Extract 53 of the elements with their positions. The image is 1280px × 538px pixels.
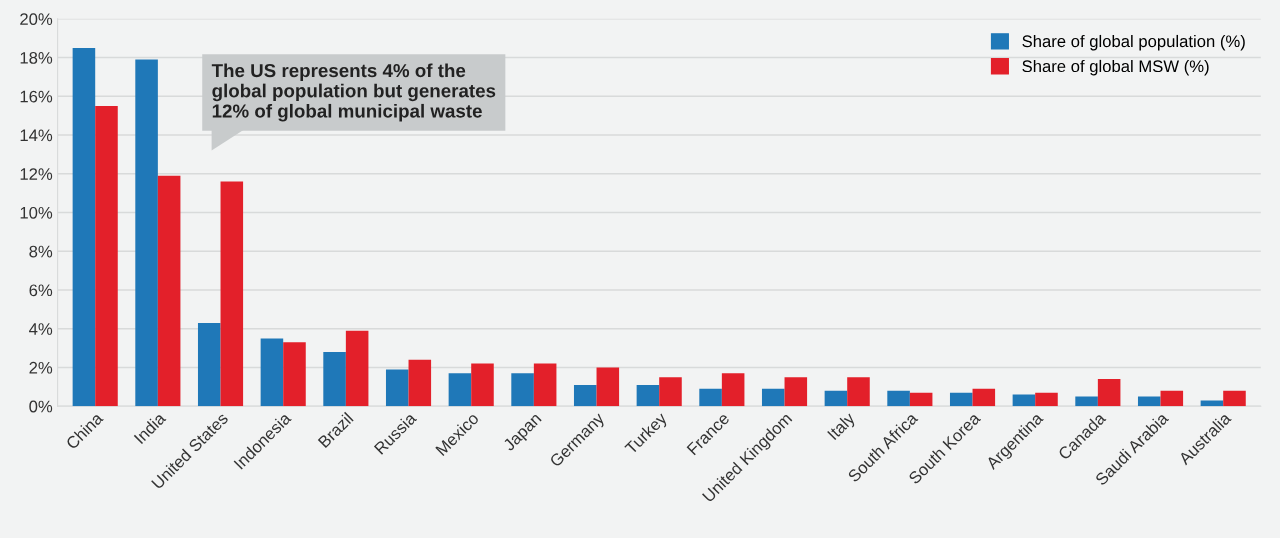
y-tick-label: 20%: [20, 13, 53, 26]
y-tick-label: 4%: [29, 323, 53, 335]
bar: [385, 369, 409, 407]
bar: [323, 351, 346, 407]
bar: [345, 330, 369, 407]
y-tick-label: 0%: [29, 400, 53, 413]
bar: [135, 59, 158, 407]
bar: [721, 373, 745, 407]
bar: [1035, 392, 1058, 407]
bar: [95, 105, 118, 407]
bar: [408, 359, 432, 407]
bar: [596, 367, 620, 407]
bar: [1075, 396, 1098, 407]
legend-label: Share of global population (%): [1022, 34, 1245, 51]
bar: [448, 373, 472, 407]
bar: [659, 377, 682, 407]
bar: [533, 363, 557, 407]
bar: [1160, 390, 1184, 407]
bar: [949, 392, 973, 407]
y-tick-label: 8%: [29, 245, 53, 258]
bar: [1097, 379, 1121, 407]
y-tick-label: 16%: [20, 90, 53, 103]
bar: [1137, 396, 1161, 407]
y-tick-label: 6%: [29, 284, 53, 297]
bar: [761, 388, 785, 407]
y-tick-label: 14%: [20, 129, 53, 142]
bar: [511, 373, 534, 407]
bar: [197, 322, 221, 407]
bar: [260, 338, 284, 407]
bar: [1200, 400, 1224, 407]
y-tick-label: 2%: [29, 361, 53, 374]
bar: [72, 47, 96, 407]
bar: [573, 384, 597, 407]
bar: [909, 392, 933, 407]
bar: [699, 388, 722, 407]
bar: [636, 384, 660, 407]
bar: [283, 342, 306, 407]
y-tick-label: 18%: [20, 51, 53, 64]
bar: [1012, 394, 1036, 407]
y-tick-label: 10%: [20, 206, 53, 219]
bar: [220, 181, 244, 407]
legend-label: Share of global MSW (%): [1022, 59, 1209, 76]
x-tick-label: Italy: [826, 411, 859, 443]
bar: [1223, 390, 1246, 407]
bar: [972, 388, 996, 407]
bar: [887, 390, 910, 407]
bar: [157, 175, 181, 407]
bar: [784, 377, 808, 407]
bar: [847, 377, 870, 407]
annotation: The US represents 4% of the global population but generates 12% of global municipal waste: [211, 63, 496, 122]
bar: [471, 363, 494, 407]
bar: [824, 390, 848, 407]
y-tick-label: 12%: [20, 168, 53, 180]
